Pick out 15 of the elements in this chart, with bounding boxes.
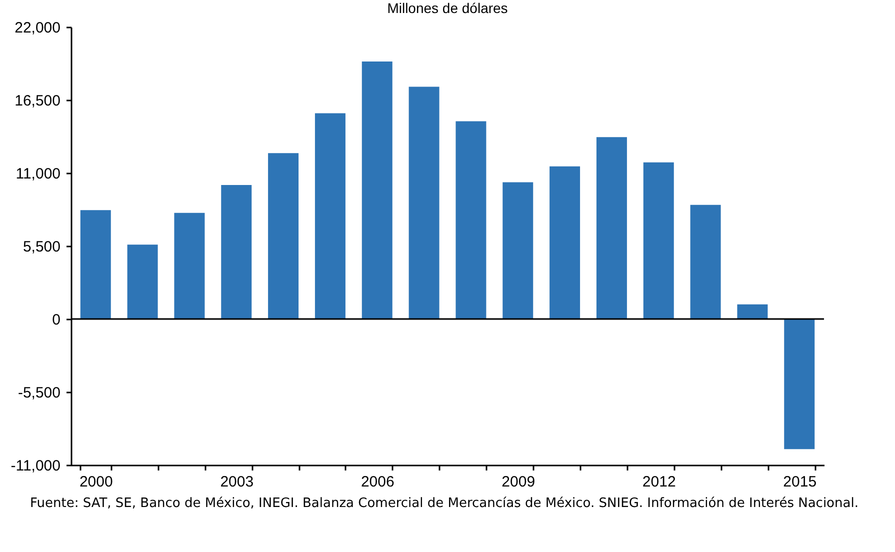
x-tick-label: 2006 [360, 474, 394, 490]
y-tick-label: -5,500 [18, 384, 60, 402]
y-tick-label: 16,500 [14, 92, 60, 110]
x-tick-label: 2000 [79, 474, 113, 490]
x-tick-label: 2015 [783, 474, 817, 490]
y-tick-label: 0 [52, 312, 60, 328]
x-tick-label: 2012 [642, 474, 676, 490]
source-note: Fuente: SAT, SE, Banco de México, INEGI. Balanza Comercial de Mercancías de México. SNIEG. Información de Interés Nacional. [30, 495, 860, 513]
y-tick-label: 11,000 [16, 166, 60, 182]
y-tick-label: 22,000 [14, 20, 60, 36]
x-tick-label: 2009 [502, 474, 536, 490]
y-tick-label: -11,000 [10, 458, 60, 474]
y-tick-label: 5,500 [22, 238, 60, 256]
x-tick-label: 2003 [220, 474, 254, 490]
chart-title: Millones de dólares [387, 0, 508, 16]
